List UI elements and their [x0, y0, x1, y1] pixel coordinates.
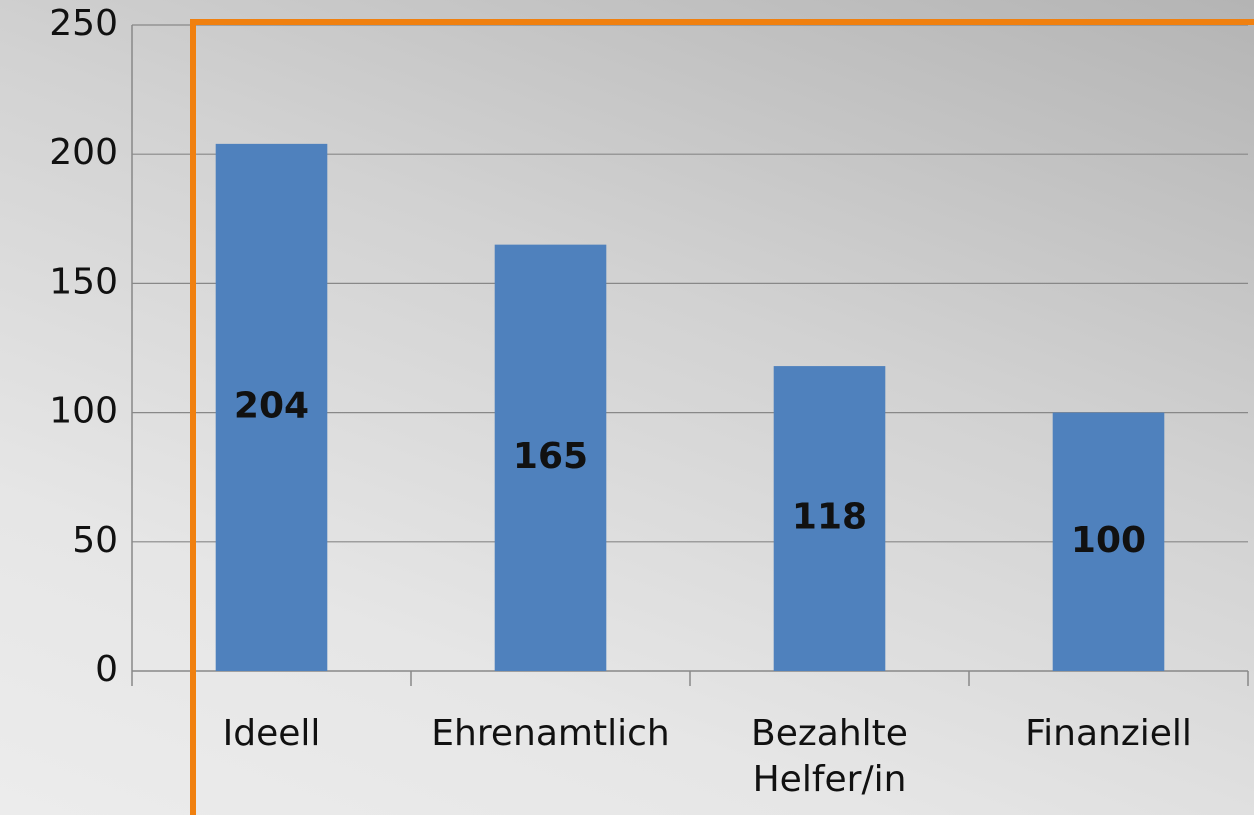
x-tick-label: Ehrenamtlich — [431, 713, 670, 754]
y-tick-label: 50 — [72, 520, 118, 561]
y-tick-label: 250 — [49, 3, 118, 44]
y-tick-label: 100 — [49, 391, 118, 432]
bar — [215, 143, 328, 671]
x-tick-label: Finanziell — [1025, 713, 1192, 754]
data-label: 204 — [234, 385, 309, 426]
data-label: 165 — [513, 436, 588, 477]
frame — [190, 19, 1254, 815]
x-tick-label: Bezahlte Helfer/in — [751, 713, 908, 800]
bar — [1052, 412, 1165, 671]
y-tick-label: 200 — [49, 132, 118, 173]
bar — [773, 366, 886, 671]
data-label: 100 — [1071, 520, 1146, 561]
x-tick-label: Ideell — [222, 713, 321, 754]
data-label: 118 — [792, 497, 867, 538]
y-tick-label: 150 — [49, 261, 118, 302]
y-tick-label: 0 — [95, 649, 118, 690]
bar — [494, 244, 607, 671]
